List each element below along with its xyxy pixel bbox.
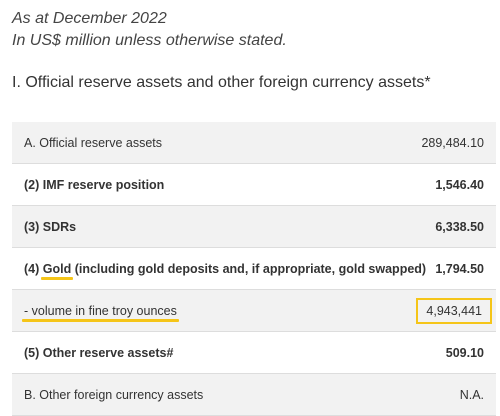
row-label: B. Other foreign currency assets [24,387,204,402]
row-label: A. Official reserve assets [24,135,163,150]
row-label-prefix: (4) [24,261,43,276]
units-note: In US$ million unless otherwise stated. [12,32,287,49]
row-value: N.A. [459,387,484,402]
table-row: A. Official reserve assets 289,484.10 [12,122,496,164]
table-row: (5) Other reserve assets# 509.10 [12,332,496,374]
row-value: 509.10 [445,345,484,360]
row-label: (3) SDRs [24,219,77,234]
row-label: (5) Other reserve assets# [24,345,174,360]
reserve-assets-table: A. Official reserve assets 289,484.10 (2… [12,122,496,416]
gold-highlight: Gold [40,261,74,280]
report-meta: As at December 2022 In US$ million unles… [12,8,287,52]
troy-ounces-label: - volume in fine troy ounces [22,303,179,322]
row-label: (4) Gold (including gold deposits and, i… [24,261,427,280]
table-row: (3) SDRs 6,338.50 [12,206,496,248]
row-value: 1,794.50 [435,261,484,276]
row-value: 6,338.50 [435,219,484,234]
row-value: 289,484.10 [421,135,484,150]
row-label-suffix: (including gold deposits and, if appropr… [71,261,427,276]
troy-ounces-value-highlight: 4,943,441 [416,297,492,324]
table-row: B. Other foreign currency assets N.A. [12,374,496,416]
row-value: 1,546.40 [435,177,484,192]
table-row: (2) IMF reserve position 1,546.40 [12,164,496,206]
as-at-date: As at December 2022 [12,10,167,27]
row-label: (2) IMF reserve position [24,177,165,192]
table-row: - volume in fine troy ounces 4,943,441 [12,290,496,332]
table-row: (4) Gold (including gold deposits and, i… [12,248,496,290]
section-title: I. Official reserve assets and other for… [12,74,431,91]
